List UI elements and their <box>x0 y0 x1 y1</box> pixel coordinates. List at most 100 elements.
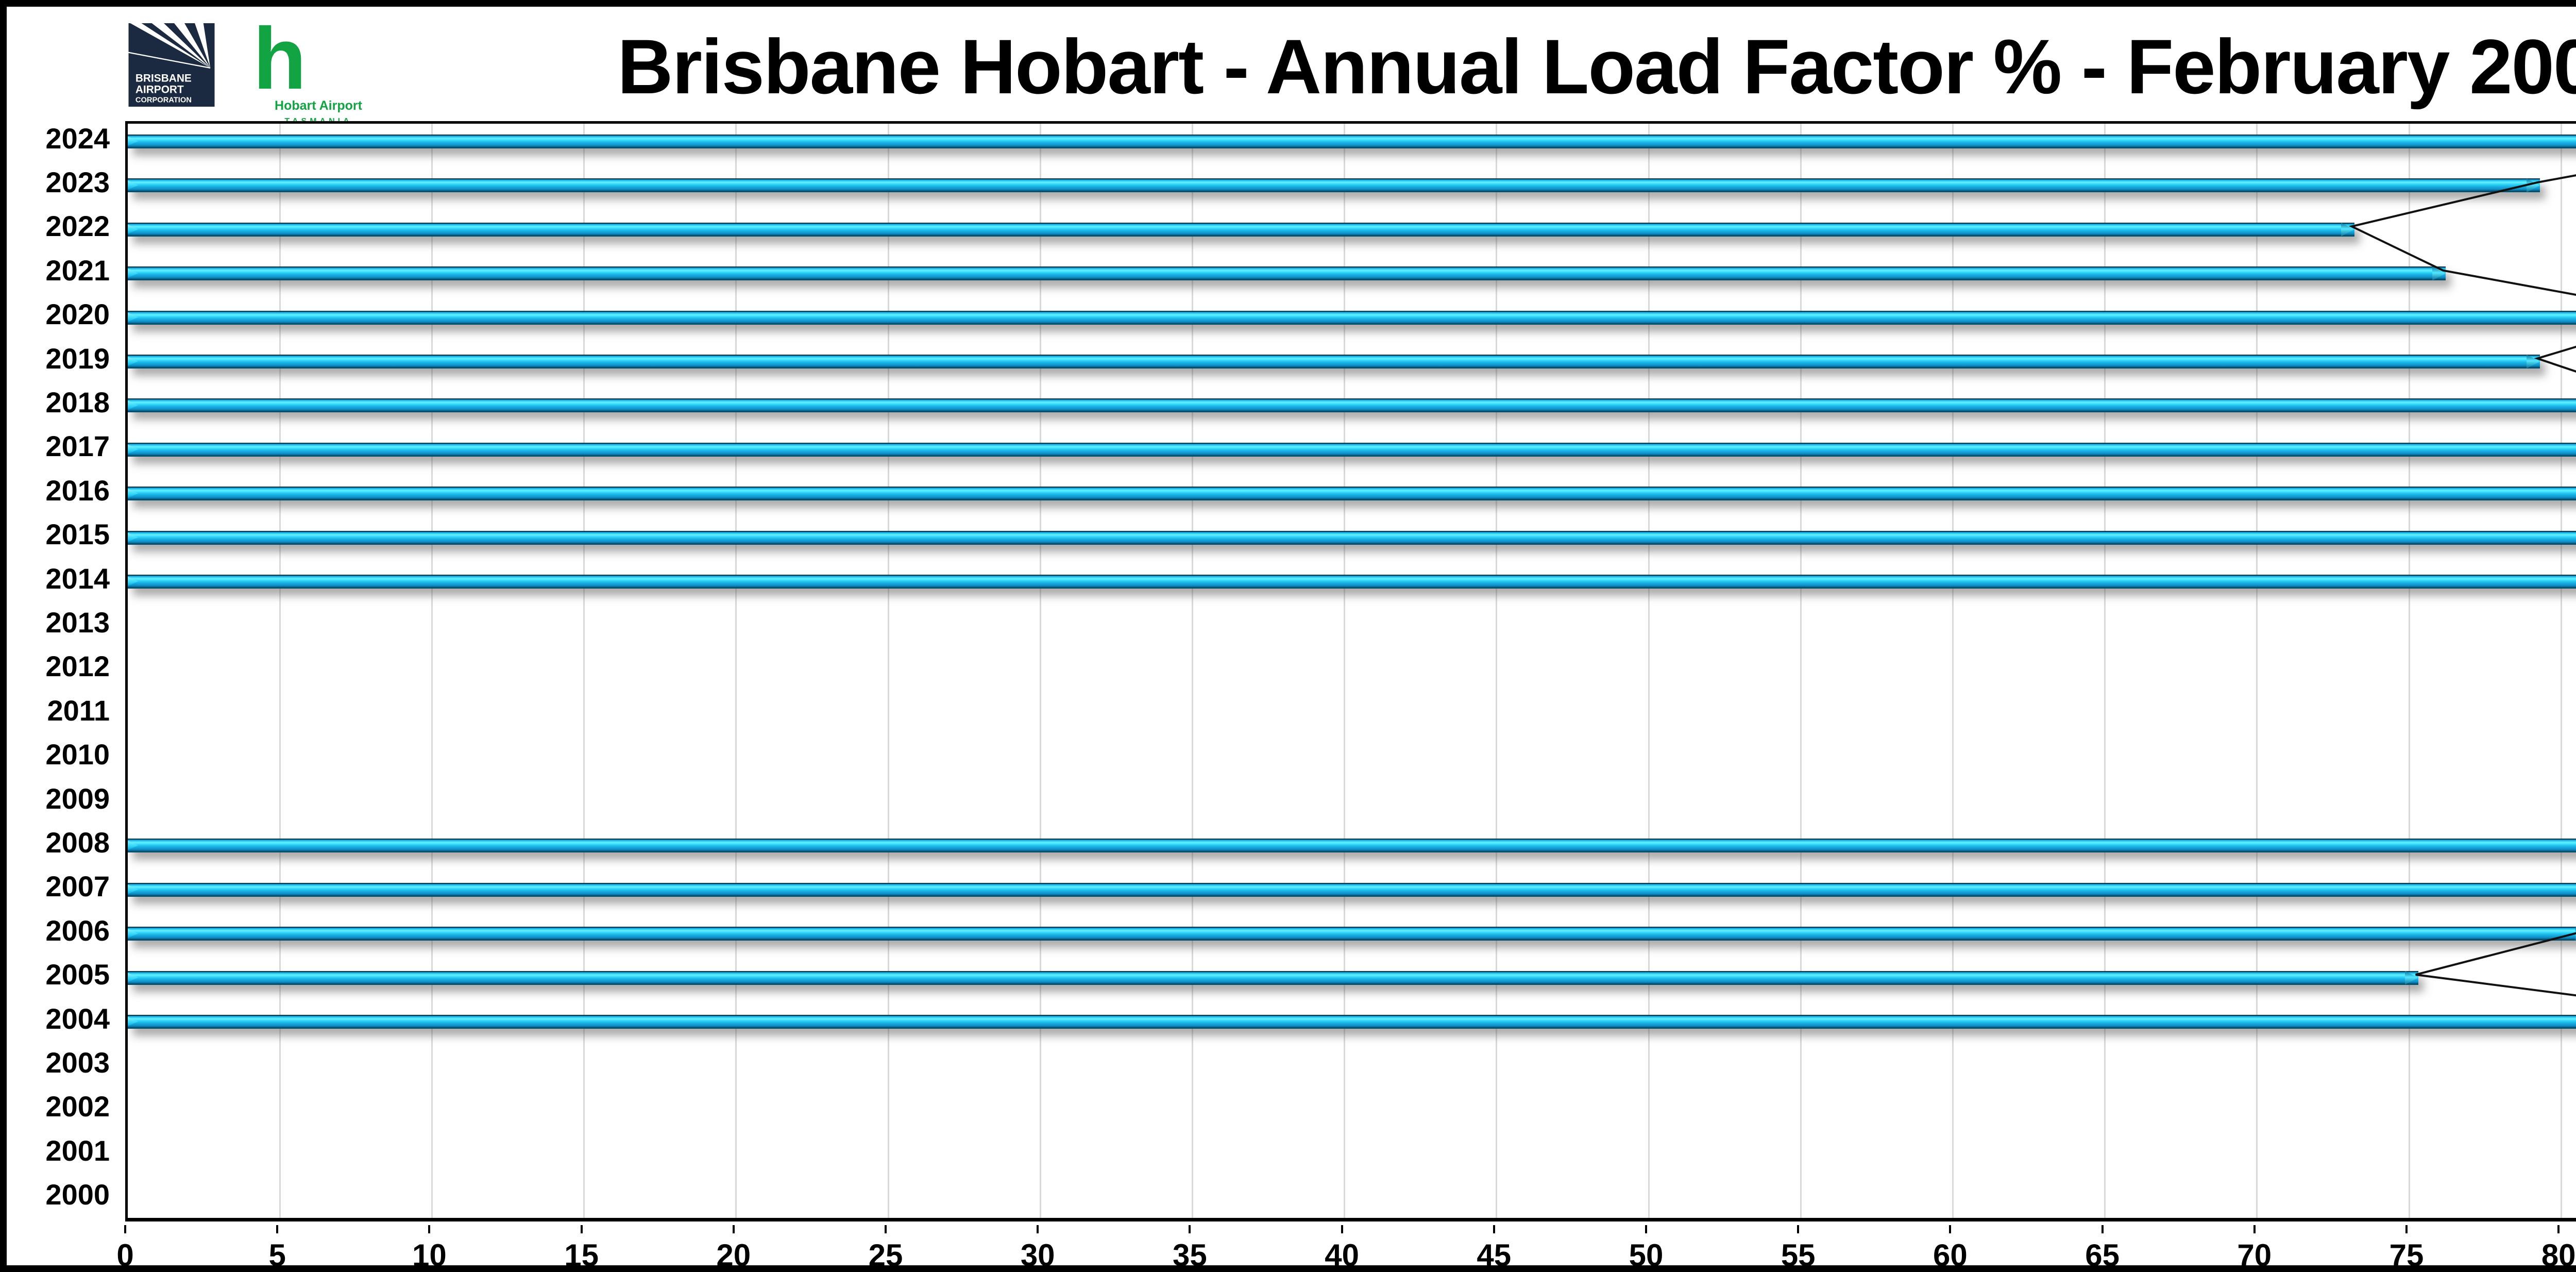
x-axis-label-60: 60 <box>1933 1238 1968 1272</box>
gridline-15 <box>583 124 585 1218</box>
x-axis-tick-80 <box>2557 1225 2560 1233</box>
y-axis-label-2018: 2018 <box>45 386 110 419</box>
gridline-80 <box>2560 124 2562 1218</box>
y-axis-label-2010: 2010 <box>45 738 110 771</box>
x-axis-tick-65 <box>2101 1225 2104 1233</box>
x-axis-tick-40 <box>1341 1225 1343 1233</box>
y-axis-label-2006: 2006 <box>45 914 110 947</box>
x-axis-label-50: 50 <box>1629 1238 1664 1272</box>
gridline-35 <box>1191 124 1193 1218</box>
x-axis-label-45: 45 <box>1477 1238 1512 1272</box>
x-axis-label-30: 30 <box>1020 1238 1055 1272</box>
x-axis-tick-35 <box>1189 1225 1191 1233</box>
gridline-55 <box>1800 124 1802 1218</box>
bar-2005 <box>128 970 2418 985</box>
x-axis-tick-0 <box>124 1225 126 1233</box>
y-axis-label-2003: 2003 <box>45 1046 110 1079</box>
y-axis-label-2024: 2024 <box>45 122 110 155</box>
hobart-airport-h-icon: h <box>253 10 307 108</box>
bar-2023 <box>128 178 2540 193</box>
x-axis-tick-55 <box>1797 1225 1800 1233</box>
y-axis-label-2000: 2000 <box>45 1178 110 1211</box>
x-axis-label-80: 80 <box>2541 1238 2576 1272</box>
x-axis-tick-70 <box>2253 1225 2256 1233</box>
gridline-40 <box>1344 124 1346 1218</box>
gridline-10 <box>431 124 433 1218</box>
y-axis-label-2013: 2013 <box>45 606 110 639</box>
y-axis-label-2015: 2015 <box>45 518 110 551</box>
bar-2020 <box>128 310 2576 325</box>
bar-2021 <box>128 266 2446 281</box>
bar-2006 <box>128 927 2576 941</box>
x-axis-label-20: 20 <box>716 1238 751 1272</box>
gridline-20 <box>735 124 737 1218</box>
brisbane-airport-logo-graphic: BRISBANE AIRPORT CORPORATION <box>128 23 215 107</box>
gridline-30 <box>1039 124 1041 1218</box>
svg-text:AIRPORT: AIRPORT <box>135 83 184 95</box>
bar-2024 <box>128 135 2576 148</box>
brisbane-airport-logo: BRISBANE AIRPORT CORPORATION <box>128 23 215 107</box>
bar-2007 <box>128 882 2576 897</box>
chart-title: Brisbane Hobart - Annual Load Factor % -… <box>617 23 2576 110</box>
x-axis-label-0: 0 <box>116 1238 134 1272</box>
x-axis-tick-20 <box>732 1225 735 1233</box>
x-axis-label-75: 75 <box>2389 1238 2424 1272</box>
y-axis-label-2007: 2007 <box>45 870 110 903</box>
y-axis-label-2021: 2021 <box>45 254 110 287</box>
x-axis-tick-5 <box>276 1225 279 1233</box>
x-axis-tick-25 <box>885 1225 887 1233</box>
x-axis-label-5: 5 <box>268 1238 286 1272</box>
hobart-airport-name: Hobart Airport <box>275 98 362 113</box>
x-axis-label-65: 65 <box>2085 1238 2120 1272</box>
bar-2018 <box>128 398 2576 413</box>
x-axis-tick-45 <box>1493 1225 1495 1233</box>
y-axis-label-2008: 2008 <box>45 826 110 859</box>
bar-2017 <box>128 442 2576 457</box>
x-axis-tick-10 <box>428 1225 431 1233</box>
x-axis-tick-60 <box>1949 1225 1952 1233</box>
y-axis-label-2011: 2011 <box>47 694 110 727</box>
y-axis-label-2001: 2001 <box>45 1134 110 1167</box>
x-axis-label-10: 10 <box>412 1238 447 1272</box>
y-axis-label-2016: 2016 <box>45 474 110 507</box>
svg-text:BRISBANE: BRISBANE <box>135 73 192 85</box>
x-axis-tick-30 <box>1037 1225 1039 1233</box>
bar-2016 <box>128 487 2576 501</box>
x-axis-label-40: 40 <box>1325 1238 1359 1272</box>
y-axis-label-2002: 2002 <box>45 1090 110 1123</box>
x-axis-label-55: 55 <box>1781 1238 1816 1272</box>
y-axis-label-2017: 2017 <box>45 430 110 463</box>
gridline-60 <box>1952 124 1954 1218</box>
y-axis-label-2019: 2019 <box>45 342 110 375</box>
y-axis-label-2005: 2005 <box>45 958 110 991</box>
bar-2014 <box>128 575 2576 589</box>
y-axis-label-2004: 2004 <box>45 1002 110 1035</box>
svg-text:CORPORATION: CORPORATION <box>135 96 192 105</box>
gridline-65 <box>2104 124 2106 1218</box>
x-axis-tick-75 <box>2405 1225 2408 1233</box>
x-axis-label-70: 70 <box>2237 1238 2272 1272</box>
x-axis-label-25: 25 <box>868 1238 903 1272</box>
bar-2019 <box>128 355 2540 369</box>
y-axis-label-2023: 2023 <box>45 165 110 198</box>
y-axis-label-2009: 2009 <box>45 782 110 815</box>
plot-area <box>125 121 2576 1221</box>
x-axis-label-35: 35 <box>1173 1238 1207 1272</box>
gridline-5 <box>279 124 281 1218</box>
x-axis-tick-50 <box>1645 1225 1647 1233</box>
bar-2022 <box>128 222 2354 237</box>
x-axis-label-15: 15 <box>564 1238 599 1272</box>
gridline-70 <box>2256 124 2258 1218</box>
bar-2008 <box>128 839 2576 853</box>
gridline-45 <box>1496 124 1498 1218</box>
y-axis-label-2020: 2020 <box>45 298 110 331</box>
y-axis-label-2012: 2012 <box>45 650 110 683</box>
x-axis-tick-15 <box>580 1225 583 1233</box>
bar-2004 <box>128 1015 2576 1029</box>
gridline-75 <box>2408 124 2410 1218</box>
y-axis-label-2014: 2014 <box>45 562 110 595</box>
gridline-50 <box>1648 124 1650 1218</box>
y-axis-label-2022: 2022 <box>45 210 110 243</box>
bar-2015 <box>128 530 2576 545</box>
